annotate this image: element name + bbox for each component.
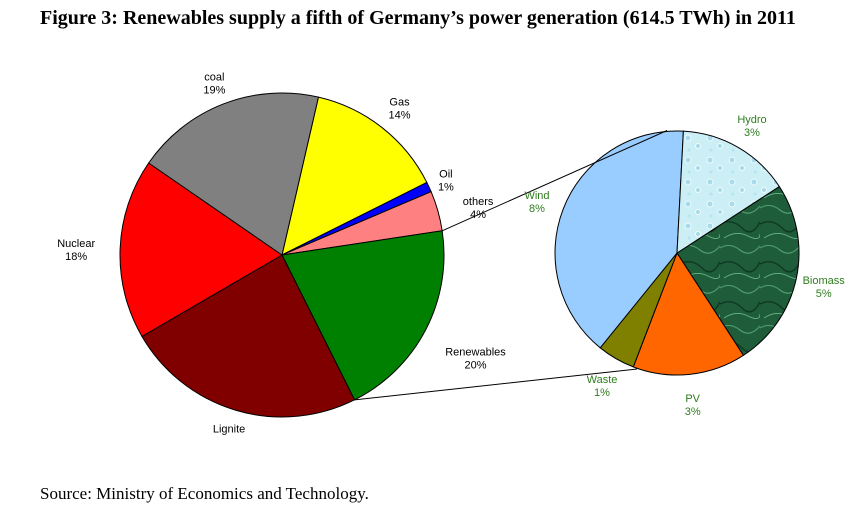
label-nuclear: Nuclear 18% xyxy=(57,238,95,263)
label-others: others 4% xyxy=(463,196,494,221)
label-wind: Wind 8% xyxy=(524,190,549,215)
label-coal: coal 19% xyxy=(203,72,225,97)
main-pie xyxy=(119,92,445,418)
label-gas: Gas 14% xyxy=(388,97,410,122)
slice-nuclear xyxy=(119,162,283,338)
slice-labels: Gas 14% Oil 1% others 4% Renewables 20% Lignite N… xyxy=(57,72,845,436)
figure-title: Figure 3: Renewables supply a fifth of G… xyxy=(40,7,796,29)
slice-gas xyxy=(281,96,428,256)
label-lignite: Lignite xyxy=(213,423,245,435)
slice-wind xyxy=(554,130,684,349)
slice-lignite xyxy=(141,254,356,418)
slice-coal xyxy=(147,92,320,256)
source-note: Source: Ministry of Economics and Techno… xyxy=(40,484,369,503)
connector-line xyxy=(441,130,668,232)
slice-biomass xyxy=(676,185,800,357)
slice-pv xyxy=(632,251,745,376)
label-pv: PV 3% xyxy=(685,393,701,418)
label-waste: Waste 1% xyxy=(587,374,618,399)
connector-lines xyxy=(354,130,668,401)
slice-renewables xyxy=(281,230,445,401)
label-biomass: Biomass 5% xyxy=(803,275,846,300)
label-renewables: Renewables 20% xyxy=(445,346,506,371)
slice-hydro xyxy=(676,130,781,254)
connector-line xyxy=(354,368,638,401)
label-oil: Oil 1% xyxy=(438,168,454,193)
renewables-pie xyxy=(554,130,800,376)
label-hydro: Hydro 3% xyxy=(737,114,766,139)
